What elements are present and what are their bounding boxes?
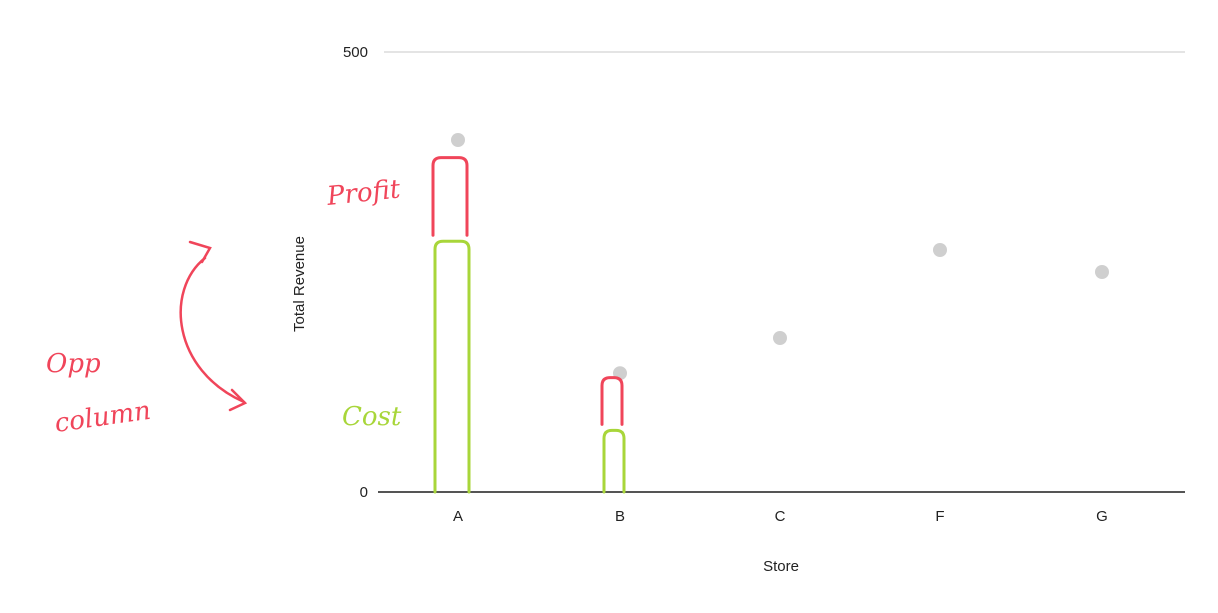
data-point-G (1095, 265, 1109, 279)
x-axis-title: Store (763, 558, 799, 575)
profit-annotation: Profit (325, 174, 403, 212)
hand-drawn-stacks (431, 156, 626, 494)
y-axis-title: Total Revenue (291, 236, 308, 332)
note-annotation-line1: Opp (46, 349, 101, 379)
x-tick-label: A (453, 508, 463, 525)
data-point-C (773, 331, 787, 345)
profit-column-B (600, 376, 624, 426)
profit-column-A (431, 156, 469, 237)
x-tick-label: C (775, 508, 786, 525)
cost-annotation: Cost (342, 402, 402, 432)
data-points (451, 133, 1109, 381)
x-tick-label: F (935, 508, 944, 525)
curved-arrow-icon (179, 256, 246, 404)
arrowhead-icon (188, 240, 248, 412)
x-tick-label: G (1096, 508, 1108, 525)
data-point-A (451, 133, 465, 147)
y-tick-label-0: 0 (360, 484, 368, 501)
data-point-F (933, 243, 947, 257)
note-annotation-line2: column (53, 396, 153, 439)
cost-column-A (433, 239, 471, 494)
y-tick-label-500: 500 (343, 44, 368, 61)
cost-column-B (602, 428, 626, 494)
x-tick-label: B (615, 508, 625, 525)
